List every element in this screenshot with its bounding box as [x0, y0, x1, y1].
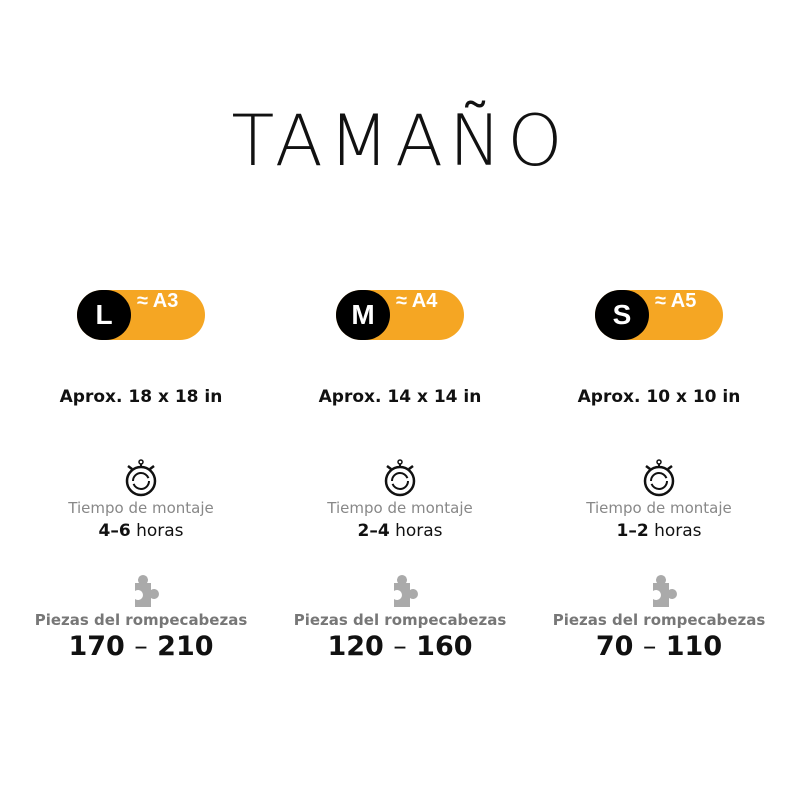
pieces-range: 170 – 210: [68, 631, 214, 662]
stopwatch-icon: [125, 459, 157, 497]
stopwatch-icon: [643, 459, 675, 497]
paper-equivalent: ≈ A3: [137, 290, 179, 312]
pieces-range: 120 – 160: [327, 631, 473, 662]
paper-equivalent: ≈ A5: [655, 290, 697, 312]
size-column: M ≈ A4 Aprox. 14 x 14 in Tiempo de monta…: [270, 290, 530, 662]
assembly-time-value: 2–4 horas: [357, 521, 443, 541]
pieces-label: Piezas del rompecabezas: [552, 611, 766, 629]
dimensions: Aprox. 14 x 14 in: [318, 387, 482, 407]
dimensions: Aprox. 10 x 10 in: [577, 387, 741, 407]
size-letter: M: [336, 290, 390, 340]
assembly-time-label: Tiempo de montaje: [586, 499, 732, 517]
size-column: L ≈ A3 Aprox. 18 x 18 in Tiempo de monta…: [11, 290, 271, 662]
size-badge: S ≈ A5: [595, 290, 723, 340]
page-title: TAMAÑO: [231, 100, 569, 182]
pieces-label: Piezas del rompecabezas: [293, 611, 507, 629]
puzzle-piece-icon: [653, 575, 677, 607]
stopwatch-icon: [384, 459, 416, 497]
size-letter: S: [595, 290, 649, 340]
assembly-time-value: 4–6 horas: [98, 521, 184, 541]
pieces-range: 70 – 110: [595, 631, 723, 662]
puzzle-piece-icon: [394, 575, 418, 607]
dimensions: Aprox. 18 x 18 in: [59, 387, 223, 407]
size-letter: L: [77, 290, 131, 340]
paper-equivalent: ≈ A4: [396, 290, 438, 312]
assembly-time-label: Tiempo de montaje: [327, 499, 473, 517]
assembly-time-value: 1–2 horas: [616, 521, 702, 541]
size-badge: L ≈ A3: [77, 290, 205, 340]
pieces-label: Piezas del rompecabezas: [34, 611, 248, 629]
assembly-time-label: Tiempo de montaje: [68, 499, 214, 517]
size-column: S ≈ A5 Aprox. 10 x 10 in Tiempo de monta…: [529, 290, 789, 662]
puzzle-piece-icon: [135, 575, 159, 607]
size-badge: M ≈ A4: [336, 290, 464, 340]
